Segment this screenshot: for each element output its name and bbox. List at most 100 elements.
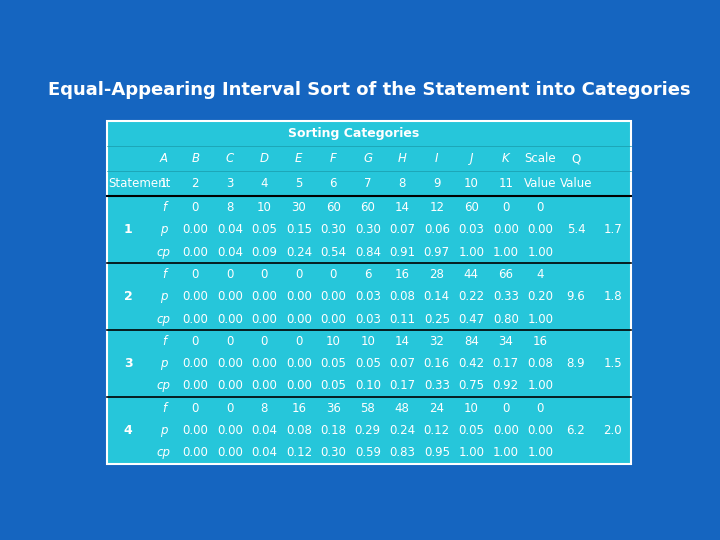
Text: 0: 0 [192, 335, 199, 348]
Text: p: p [160, 424, 168, 437]
Text: 0.95: 0.95 [424, 447, 450, 460]
Text: 1.8: 1.8 [603, 290, 622, 303]
Text: 0: 0 [536, 201, 544, 214]
Text: 60: 60 [326, 201, 341, 214]
Text: 0.24: 0.24 [390, 424, 415, 437]
Text: 0.59: 0.59 [355, 447, 381, 460]
Text: 0.17: 0.17 [390, 380, 415, 393]
Text: 0.05: 0.05 [355, 357, 381, 370]
Text: 0.00: 0.00 [320, 290, 346, 303]
Text: 1.00: 1.00 [527, 313, 553, 326]
Text: 1.7: 1.7 [603, 224, 622, 237]
Text: 1.00: 1.00 [459, 447, 485, 460]
Text: 0: 0 [226, 402, 233, 415]
Text: 0.00: 0.00 [217, 357, 243, 370]
Text: Value: Value [524, 177, 557, 190]
Text: 0.00: 0.00 [251, 290, 277, 303]
Text: 48: 48 [395, 402, 410, 415]
Text: 16: 16 [533, 335, 548, 348]
Text: 1.00: 1.00 [527, 447, 553, 460]
Text: 0.00: 0.00 [182, 424, 208, 437]
Text: 28: 28 [429, 268, 444, 281]
Text: 8: 8 [226, 201, 233, 214]
Text: 0.00: 0.00 [527, 224, 553, 237]
Text: 0.80: 0.80 [493, 313, 518, 326]
Text: 0.04: 0.04 [217, 224, 243, 237]
Text: 0.00: 0.00 [217, 313, 243, 326]
Text: cp: cp [157, 313, 171, 326]
Text: 1.00: 1.00 [492, 246, 519, 259]
Text: 0.29: 0.29 [355, 424, 381, 437]
Text: 0: 0 [536, 402, 544, 415]
Text: E: E [295, 152, 302, 165]
Text: 0: 0 [226, 335, 233, 348]
Text: 44: 44 [464, 268, 479, 281]
Text: J: J [469, 152, 473, 165]
Text: 0.10: 0.10 [355, 380, 381, 393]
Text: 0.00: 0.00 [217, 447, 243, 460]
Text: 0.47: 0.47 [458, 313, 485, 326]
Text: 0.05: 0.05 [320, 380, 346, 393]
Text: Sorting Categories: Sorting Categories [288, 127, 419, 140]
Text: 0.03: 0.03 [355, 313, 381, 326]
Text: 0.54: 0.54 [320, 246, 346, 259]
Text: 0.12: 0.12 [424, 424, 450, 437]
Text: 0.07: 0.07 [390, 357, 415, 370]
Text: 0.91: 0.91 [390, 246, 415, 259]
Text: 24: 24 [429, 402, 444, 415]
Text: 6: 6 [364, 268, 372, 281]
Text: 0.25: 0.25 [424, 313, 450, 326]
Text: 1.00: 1.00 [527, 246, 553, 259]
Text: cp: cp [157, 380, 171, 393]
Text: 4: 4 [124, 424, 132, 437]
Text: 0.08: 0.08 [390, 290, 415, 303]
Text: f: f [162, 201, 166, 214]
Text: 0.20: 0.20 [527, 290, 553, 303]
Text: 3: 3 [124, 357, 132, 370]
Text: cp: cp [157, 246, 171, 259]
Text: 0.83: 0.83 [390, 447, 415, 460]
Text: 0.33: 0.33 [424, 380, 450, 393]
Text: 0.00: 0.00 [182, 380, 208, 393]
Text: Statement: Statement [109, 177, 171, 190]
Text: f: f [162, 268, 166, 281]
Text: 0.15: 0.15 [286, 224, 312, 237]
Text: 0.00: 0.00 [217, 380, 243, 393]
Text: A: A [160, 152, 168, 165]
Text: 0: 0 [330, 268, 337, 281]
Text: Equal-Appearing Interval Sort of the Statement into Categories: Equal-Appearing Interval Sort of the Sta… [48, 81, 690, 99]
Text: 11: 11 [498, 177, 513, 190]
Text: 36: 36 [326, 402, 341, 415]
Text: 0.00: 0.00 [286, 380, 312, 393]
Text: 0: 0 [502, 201, 510, 214]
Text: 0: 0 [192, 402, 199, 415]
Text: f: f [162, 402, 166, 415]
Text: 0: 0 [261, 268, 268, 281]
Text: 0.06: 0.06 [424, 224, 450, 237]
Text: B: B [192, 152, 199, 165]
Text: 84: 84 [464, 335, 479, 348]
Text: 0.00: 0.00 [493, 424, 518, 437]
Text: 0.00: 0.00 [182, 246, 208, 259]
Text: 4: 4 [261, 177, 268, 190]
Text: 1.5: 1.5 [603, 357, 622, 370]
Text: C: C [225, 152, 234, 165]
Text: 14: 14 [395, 335, 410, 348]
Text: 0.00: 0.00 [217, 424, 243, 437]
Text: 0.03: 0.03 [459, 224, 485, 237]
Text: 0.00: 0.00 [182, 313, 208, 326]
Text: 0.00: 0.00 [286, 313, 312, 326]
Text: 10: 10 [464, 177, 479, 190]
Text: 0.08: 0.08 [286, 424, 312, 437]
Text: 10: 10 [257, 201, 271, 214]
Text: 34: 34 [498, 335, 513, 348]
Text: 0.04: 0.04 [251, 424, 277, 437]
Text: 0.05: 0.05 [320, 357, 346, 370]
Text: 0.00: 0.00 [527, 424, 553, 437]
Text: K: K [502, 152, 510, 165]
Text: 0.08: 0.08 [527, 357, 553, 370]
Text: 3: 3 [226, 177, 233, 190]
Text: 9.6: 9.6 [567, 290, 585, 303]
FancyBboxPatch shape [107, 121, 631, 464]
Text: 0.00: 0.00 [251, 313, 277, 326]
